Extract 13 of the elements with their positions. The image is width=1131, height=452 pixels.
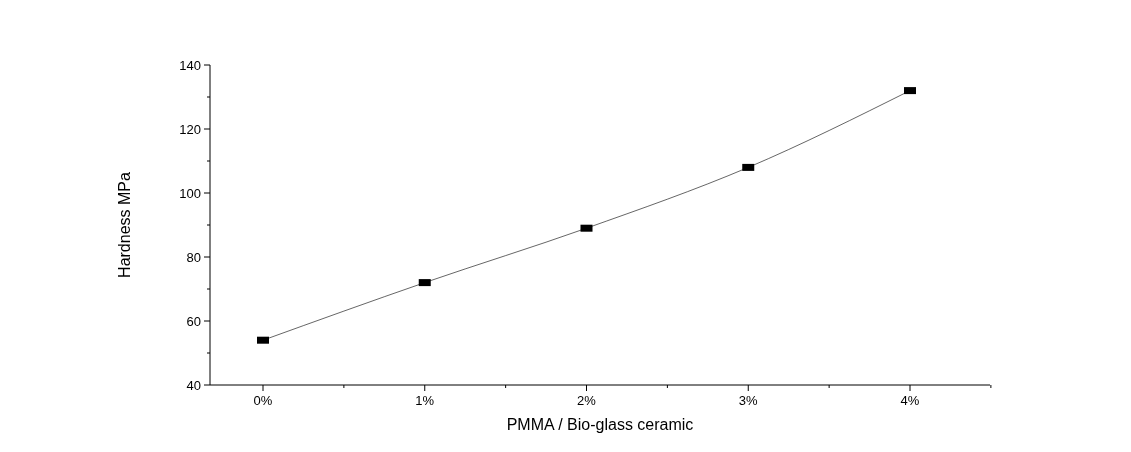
y-tick-label: 80 bbox=[186, 249, 201, 265]
y-axis-title: Hardness MPa bbox=[116, 171, 133, 278]
x-tick-label: 0% bbox=[253, 393, 273, 408]
x-tick-label: 4% bbox=[900, 393, 920, 408]
y-tick-label: 140 bbox=[179, 57, 201, 73]
x-axis-title: PMMA / Bio-glass ceramic bbox=[506, 416, 694, 433]
y-tick-label: 60 bbox=[186, 313, 201, 329]
y-tick-label: 40 bbox=[186, 377, 201, 393]
x-tick-label: 3% bbox=[738, 393, 759, 408]
x-tick-label: 1% bbox=[415, 393, 435, 408]
y-tick-label: 120 bbox=[179, 121, 201, 137]
y-tick-label: 100 bbox=[179, 185, 201, 201]
x-tick-label: 2% bbox=[577, 393, 597, 408]
